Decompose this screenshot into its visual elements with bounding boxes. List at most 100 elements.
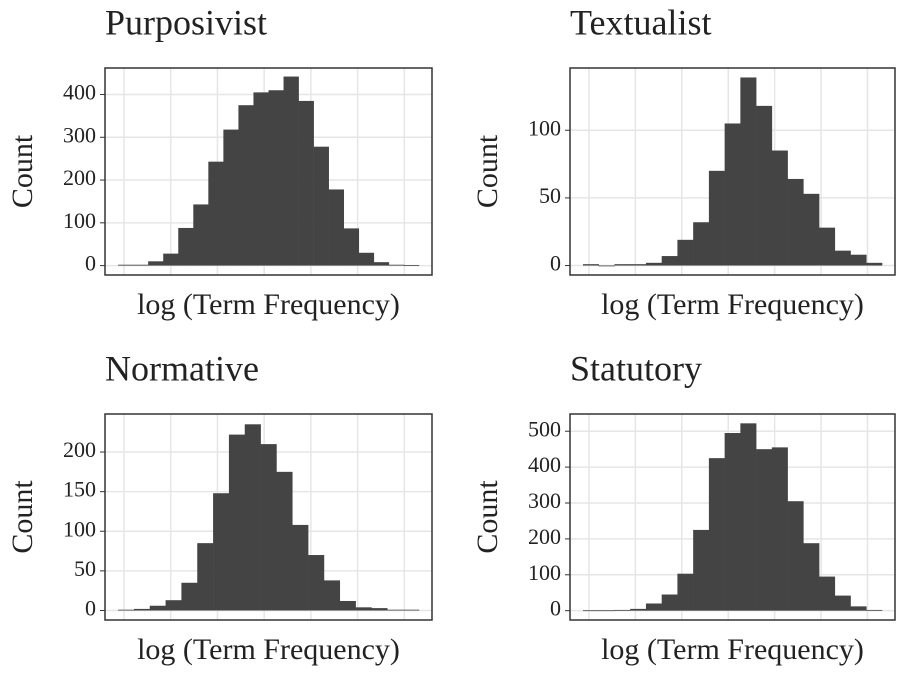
bar: [614, 609, 631, 611]
bar: [645, 603, 662, 611]
plot-border: [569, 67, 896, 276]
bar: [661, 594, 678, 611]
bar: [403, 265, 420, 266]
y-tick-label: 50: [74, 556, 96, 581]
y-axis-label: Count: [6, 134, 39, 208]
y-tick-label: 400: [528, 452, 561, 477]
bar: [850, 606, 867, 611]
y-tick-label: 300: [528, 488, 561, 513]
y-tick-label: 100: [63, 516, 96, 541]
bar: [133, 264, 149, 266]
y-tick-label: 200: [528, 524, 561, 549]
bar: [645, 262, 662, 266]
bar: [276, 471, 293, 611]
bar: [834, 595, 851, 611]
bar: [292, 524, 309, 611]
panel-title: Textualist: [570, 2, 711, 42]
plot-border: [104, 67, 433, 276]
bar: [238, 105, 254, 266]
bar: [268, 90, 284, 266]
bar: [339, 600, 356, 611]
panel-title: Normative: [105, 348, 259, 388]
y-tick-label: 150: [63, 477, 96, 502]
bar: [223, 129, 239, 266]
bar: [358, 252, 375, 266]
panel-title: Statutory: [570, 348, 702, 388]
bar: [244, 424, 261, 611]
bar: [313, 146, 329, 266]
bar: [343, 228, 360, 266]
bar: [260, 444, 277, 611]
bar: [388, 264, 405, 266]
y-tick-label: 0: [85, 251, 96, 276]
bar: [661, 256, 678, 266]
y-tick-label: 0: [550, 596, 561, 621]
bar: [614, 264, 631, 266]
x-axis-label: log (Term Frequency): [137, 288, 400, 321]
y-axis-label: Count: [471, 480, 504, 554]
bar: [387, 609, 404, 611]
bar: [228, 434, 246, 611]
bar: [193, 204, 209, 266]
bar: [598, 265, 615, 267]
bar: [355, 607, 372, 611]
y-tick-label: 100: [63, 208, 96, 233]
bar: [771, 447, 788, 611]
x-axis-label: log (Term Frequency): [137, 633, 400, 666]
bar: [630, 264, 647, 266]
bar: [866, 609, 883, 611]
y-axis-label: Count: [6, 480, 39, 554]
bar: [819, 576, 836, 611]
bar: [787, 501, 804, 611]
bar: [373, 262, 390, 266]
bar: [371, 608, 388, 611]
bar: [819, 227, 836, 266]
bar: [850, 254, 867, 266]
bar: [148, 261, 164, 266]
bar: [298, 100, 314, 266]
y-tick-label: 0: [550, 251, 561, 276]
bar: [598, 610, 615, 612]
y-tick-label: 200: [63, 437, 96, 462]
y-tick-label: 400: [63, 80, 96, 105]
bar: [213, 493, 230, 611]
bar: [165, 600, 182, 611]
bar: [724, 123, 741, 266]
bar: [149, 605, 166, 611]
bar: [677, 239, 694, 266]
bar: [724, 433, 741, 611]
bar: [163, 253, 179, 266]
bar: [118, 264, 134, 266]
y-tick-label: 50: [539, 183, 561, 208]
bar: [771, 150, 788, 266]
y-tick-label: 200: [63, 165, 96, 190]
bar: [323, 580, 341, 611]
bar: [583, 610, 600, 612]
y-tick-label: 100: [528, 115, 561, 140]
y-axis-label: Count: [471, 134, 504, 208]
bar: [283, 76, 299, 266]
bar: [253, 92, 269, 266]
bar: [693, 222, 710, 266]
bar: [197, 543, 214, 611]
x-axis-label: log (Term Frequency): [601, 633, 864, 666]
bar: [803, 543, 820, 611]
plot-border: [104, 413, 433, 621]
bar: [403, 609, 420, 611]
bar: [583, 264, 600, 266]
bar: [866, 262, 883, 266]
bar: [181, 582, 198, 611]
y-tick-label: 500: [528, 416, 561, 441]
bar: [708, 458, 725, 611]
bar: [308, 555, 325, 611]
y-tick-label: 300: [63, 122, 96, 147]
bar: [803, 193, 820, 266]
bar: [118, 609, 135, 611]
panel-title: Purposivist: [105, 2, 267, 42]
bar: [708, 170, 725, 266]
bar: [630, 608, 647, 611]
bar: [693, 529, 710, 611]
bar: [178, 227, 194, 266]
bar: [787, 178, 804, 266]
